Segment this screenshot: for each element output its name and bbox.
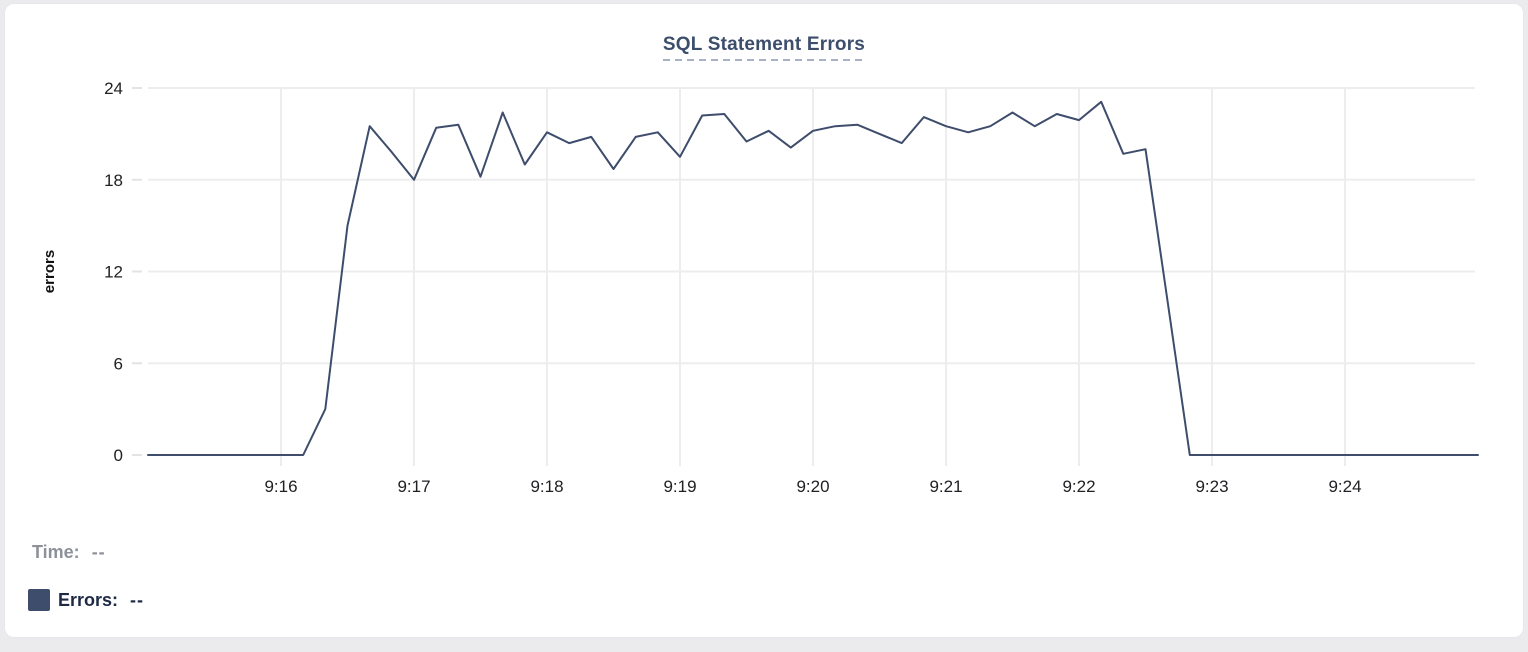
chart-card: SQL Statement Errors 0 6 12 18 24 9:16 9:17 9:1…: [4, 3, 1524, 638]
x-tick-label: 9:17: [397, 477, 430, 496]
errors-readout-value: --: [130, 589, 145, 610]
x-tick-label: 9:23: [1195, 477, 1228, 496]
x-tick-label: 9:22: [1062, 477, 1095, 496]
errors-series-line: [147, 100, 1479, 456]
x-tick-label: 9:18: [530, 477, 563, 496]
errors-readout-label: Errors:: [58, 589, 119, 610]
y-tick-label: 6: [114, 354, 123, 373]
time-readout-label: Time:: [32, 542, 80, 562]
errors-readout-row: Errors: --: [28, 589, 144, 611]
x-tick-label: 9:19: [663, 477, 696, 496]
errors-line-chart[interactable]: 0 6 12 18 24 9:16 9:17 9:18 9:19 9:20 9:21 9:22 9:23…: [5, 64, 1528, 524]
errors-series-swatch-icon: [28, 589, 50, 611]
y-tick-label: 0: [114, 446, 123, 465]
time-readout-row: Time: --: [32, 542, 106, 563]
x-tick-label: 9:21: [929, 477, 962, 496]
y-tick-label: 24: [104, 79, 123, 98]
chart-header: SQL Statement Errors: [5, 34, 1523, 61]
time-readout-value: --: [91, 542, 106, 562]
y-tick-label: 12: [104, 263, 123, 282]
x-tick-label: 9:16: [264, 477, 297, 496]
y-axis-label: errors: [41, 250, 58, 293]
chart-title-link[interactable]: SQL Statement Errors: [662, 34, 866, 61]
x-tick-label: 9:20: [796, 477, 829, 496]
x-tick-label: 9:24: [1328, 477, 1361, 496]
y-tick-label: 18: [104, 171, 123, 190]
